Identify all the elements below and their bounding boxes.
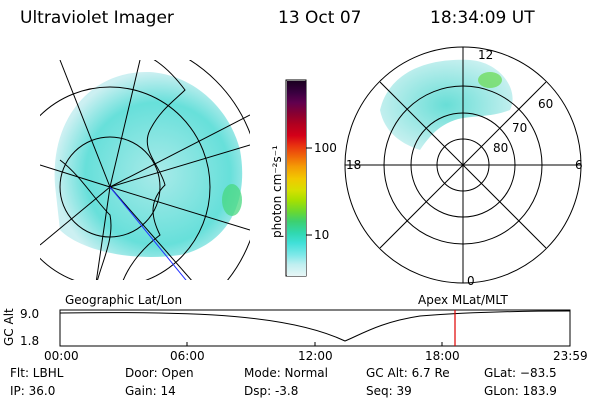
timeline-xtick-1200: 12:00 (298, 349, 333, 363)
aurora-green-patch (478, 72, 502, 88)
mlt-label-0: 0 (467, 274, 475, 288)
lat-label-80: 80 (493, 141, 509, 155)
date-label: 13 Oct 07 (278, 8, 362, 28)
instrument-title: Ultraviolet Imager (20, 8, 174, 28)
time-label: 18:34:09 UT (430, 8, 535, 28)
mlt-label-18: 18 (346, 158, 362, 172)
info-mode: Mode: Normal (244, 366, 328, 380)
mlt-label-12: 12 (478, 48, 494, 62)
timeline-ytick-1-8: 1.8 (20, 334, 40, 348)
info-flt: Flt: LBHL (10, 366, 64, 380)
timeline-ytick-9: 9.0 (20, 307, 40, 321)
colorbar-label-10: 10 (314, 228, 330, 242)
timeline-frame (59, 309, 571, 347)
geographic-map (40, 60, 250, 280)
altitude-curve (59, 310, 571, 342)
magnetic-polar-plot (344, 46, 582, 284)
info-door: Door: Open (125, 366, 194, 380)
timeline-xtick-0600: 06:00 (170, 349, 205, 363)
geographic-caption: Geographic Lat/Lon (65, 293, 183, 307)
info-gain: Gain: 14 (125, 384, 176, 398)
colorbar-label-100: 100 (314, 141, 337, 155)
info-gcalt: GC Alt: 6.7 Re (366, 366, 450, 380)
info-seq: Seq: 39 (366, 384, 412, 398)
lat-label-60: 60 (538, 97, 554, 111)
aurora-bright-patch (222, 184, 242, 216)
colorbar-frame (285, 79, 307, 277)
lat-label-70: 70 (512, 121, 528, 135)
timeline-xtick-1800: 18:00 (425, 349, 460, 363)
info-glon: GLon: 183.9 (484, 384, 557, 398)
magnetic-caption: Apex MLat/MLT (418, 293, 508, 307)
info-dsp: Dsp: -3.8 (244, 384, 299, 398)
mlt-label-6: 6 (575, 158, 583, 172)
aurora-emission-left (54, 71, 243, 258)
altitude-timeline (59, 309, 571, 347)
info-ip: IP: 36.0 (10, 384, 56, 398)
timeline-xtick-0000: 00:00 (44, 349, 79, 363)
satellite-track-line (109, 186, 191, 280)
colorbar-gradient (287, 81, 306, 276)
info-glat: GLat: −83.5 (484, 366, 557, 380)
colorbar (285, 79, 312, 277)
timeline-axis-title: GC Alt (2, 308, 16, 346)
colorbar-unit-label: photon cm⁻²s⁻¹ (270, 145, 284, 238)
timeline-xtick-2359: 23:59 (553, 349, 588, 363)
